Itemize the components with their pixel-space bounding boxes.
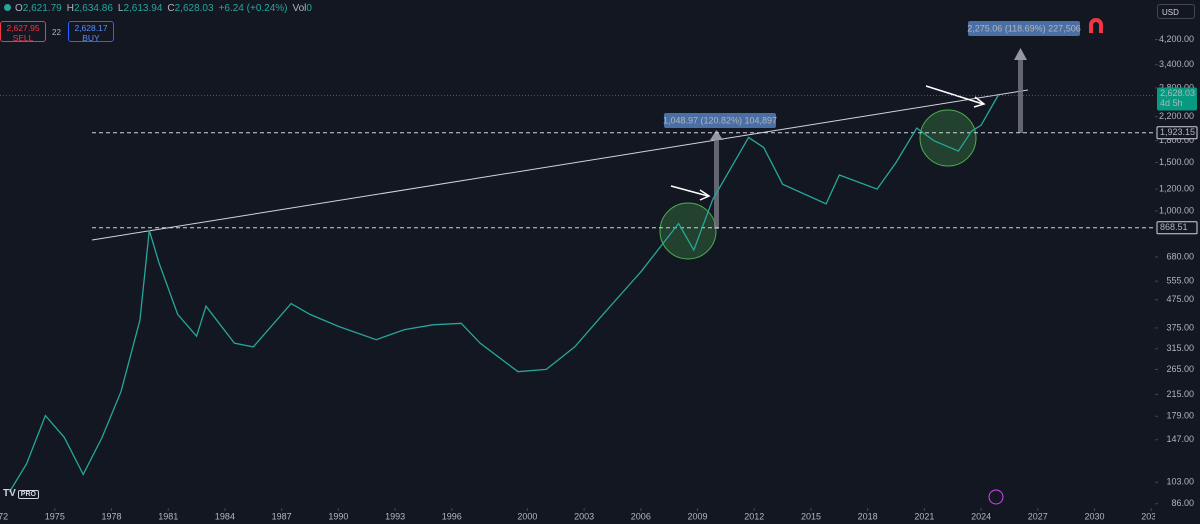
ohlc-value: 2,628.03 <box>174 3 214 14</box>
sell-price: 2,627.95 <box>6 23 40 33</box>
measure-arrow <box>710 130 723 140</box>
plot-area: 1972 1975 1978 1981 1984 1987 1990 1993 1996 2000… <box>0 18 1161 521</box>
pointer-arrow-head <box>973 96 986 108</box>
level-tag <box>1156 221 1198 235</box>
y-tick-label: 2,200.00 <box>1159 111 1194 121</box>
y-tick-label: 86.00 <box>1171 498 1194 508</box>
x-tick-label: 2027 <box>1028 511 1048 521</box>
highlight-circle <box>919 109 977 167</box>
logo: TV PRO <box>3 488 39 499</box>
x-tick-label: 1990 <box>328 511 348 521</box>
ohlc-label: C <box>167 3 175 14</box>
y-tick-label: 265.00 <box>1166 364 1194 374</box>
y-tick-label: 375.00 <box>1166 322 1194 332</box>
x-tick-label: 1981 <box>158 511 178 521</box>
last-price-tag <box>1157 87 1197 111</box>
spread: 22 <box>52 28 61 37</box>
ohlc-label: L <box>117 3 124 14</box>
measure-box <box>968 21 1080 36</box>
vol-value: 0 <box>306 3 312 14</box>
x-tick-label: 2024 <box>971 511 991 521</box>
x-tick-label: 1996 <box>442 511 462 521</box>
ohlc-label: H <box>66 3 74 14</box>
ohlc-label: O <box>15 3 23 14</box>
x-tick-label: 2006 <box>631 511 651 521</box>
buy-button[interactable]: 2,628.17 BUY <box>68 21 114 43</box>
vol-label: Vol <box>292 3 307 14</box>
y-tick-label: 315.00 <box>1166 343 1194 353</box>
y-tick-label: 4,200.00 <box>1159 34 1194 44</box>
y-tick-label: 147.00 <box>1166 434 1194 444</box>
sell-label: SELL <box>12 33 34 43</box>
x-tick-label: 2009 <box>688 511 708 521</box>
pointer-arrow <box>670 185 709 197</box>
x-tick-label: 2030 <box>1084 511 1104 521</box>
x-tick-label: 1987 <box>272 511 292 521</box>
trend-line <box>91 89 1029 241</box>
y-tick-label: 179.00 <box>1166 411 1194 421</box>
y-tick-label: 475.00 <box>1166 294 1194 304</box>
x-tick-label: 2000 <box>517 511 537 521</box>
measure-label: 2,275.06 (118.69%) 227,506 <box>967 23 1080 33</box>
last-price-label: 2,628.03 <box>1160 88 1195 98</box>
measure-bar <box>714 135 719 229</box>
measure-arrow <box>1014 48 1027 60</box>
ohlc-value: 2,634.86 <box>73 3 113 14</box>
price-axis <box>1155 0 1200 524</box>
measure-label: 1,048.97 (120.82%) 104,897 <box>663 115 777 125</box>
y-tick-label: 103.00 <box>1166 477 1194 487</box>
status-dot <box>4 4 11 11</box>
ohlc-header: O2,621.79 H2,634.86 L2,613.94 C2,628.03 +6.2… <box>0 3 317 14</box>
y-tick-label: 2,800.00 <box>1159 82 1194 92</box>
level-label: 1,923.15 <box>1160 127 1195 137</box>
x-tick-label: 2012 <box>744 511 764 521</box>
y-tick-label: 1,000.00 <box>1159 205 1194 215</box>
x-tick-label: 2015 <box>801 511 821 521</box>
measure-box <box>664 113 776 128</box>
y-tick-label: 3,400.00 <box>1159 59 1194 69</box>
countdown: 4d 5h <box>1160 98 1183 108</box>
x-tick-label: 1984 <box>215 511 235 521</box>
measure-bar <box>1018 55 1023 133</box>
y-tick-label: 680.00 <box>1166 251 1194 261</box>
x-tick-label: 1975 <box>45 511 65 521</box>
price-line <box>8 95 999 493</box>
x-tick-label: 1972 <box>0 511 8 521</box>
currency-selector[interactable]: USD <box>1157 4 1195 19</box>
x-tick-label: 2018 <box>858 511 878 521</box>
highlight-circle <box>659 202 717 260</box>
level-label: 868.51 <box>1160 222 1188 232</box>
y-tick-label: 1,200.00 <box>1159 183 1194 193</box>
x-tick-label: 1993 <box>385 511 405 521</box>
logo-pro: PRO <box>17 490 39 499</box>
ohlc-value: 2,621.79 <box>22 3 62 14</box>
ohlc-value: 2,613.94 <box>123 3 163 14</box>
x-tick-label: 2003 <box>574 511 594 521</box>
y-tick-label: 1,500.00 <box>1159 157 1194 167</box>
x-tick-label: 2021 <box>914 511 934 521</box>
buy-label: BUY <box>82 33 100 43</box>
x-tick-label: 1978 <box>102 511 122 521</box>
level-tag <box>1156 126 1198 140</box>
buy-price: 2,628.17 <box>74 23 108 33</box>
flash-icon[interactable] <box>988 489 1004 505</box>
y-tick-label: 555.00 <box>1166 276 1194 286</box>
sell-button[interactable]: 2,627.95 SELL <box>0 21 46 43</box>
change: +6.24 (+0.24%) <box>218 3 288 14</box>
pointer-arrow-head <box>699 189 711 201</box>
magnet-icon[interactable] <box>1089 18 1103 33</box>
x-tick-label: 2033 <box>1141 511 1161 521</box>
y-tick-label: 1,800.00 <box>1159 135 1194 145</box>
y-tick-label: 215.00 <box>1166 389 1194 399</box>
pointer-arrow <box>925 85 984 105</box>
